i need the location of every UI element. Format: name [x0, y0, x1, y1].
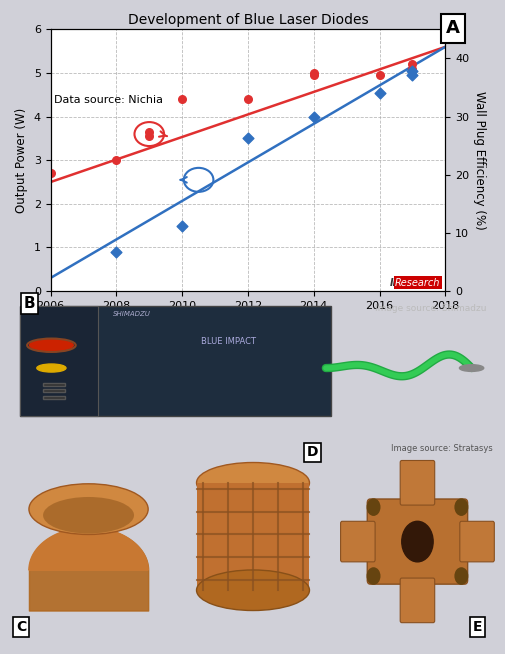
Circle shape	[454, 499, 467, 515]
Text: D: D	[306, 445, 318, 459]
Circle shape	[37, 364, 66, 372]
FancyBboxPatch shape	[20, 306, 97, 417]
Point	[178, 94, 186, 105]
Point	[243, 133, 251, 144]
Point	[145, 131, 153, 141]
Text: IDTechEx: IDTechEx	[388, 278, 438, 288]
Point	[112, 155, 120, 165]
Circle shape	[29, 339, 73, 351]
FancyBboxPatch shape	[367, 499, 467, 584]
Ellipse shape	[196, 462, 309, 503]
FancyBboxPatch shape	[196, 483, 309, 590]
Text: SHIMADZU: SHIMADZU	[113, 311, 150, 317]
Text: BLUE IMPACT: BLUE IMPACT	[201, 337, 256, 346]
Point	[408, 63, 416, 74]
Text: Image source: Shimadzu: Image source: Shimadzu	[374, 303, 485, 313]
Y-axis label: Output Power (W): Output Power (W)	[15, 108, 28, 213]
FancyBboxPatch shape	[399, 578, 434, 623]
Point	[408, 65, 416, 76]
Title: Development of Blue Laser Diodes: Development of Blue Laser Diodes	[127, 13, 368, 27]
FancyBboxPatch shape	[399, 460, 434, 505]
Text: C: C	[16, 620, 26, 634]
Ellipse shape	[29, 484, 148, 534]
FancyBboxPatch shape	[43, 389, 65, 392]
Point	[178, 220, 186, 231]
Text: Image source: Stratasys: Image source: Stratasys	[390, 444, 492, 453]
Point	[112, 247, 120, 257]
Y-axis label: Wall Plug Efficiency (%): Wall Plug Efficiency (%)	[472, 91, 485, 230]
Circle shape	[401, 521, 432, 562]
FancyBboxPatch shape	[459, 521, 493, 562]
Point	[375, 88, 383, 98]
Point	[243, 94, 251, 105]
Point	[408, 70, 416, 80]
FancyBboxPatch shape	[43, 396, 65, 399]
Text: A: A	[445, 19, 459, 37]
Circle shape	[367, 568, 379, 584]
FancyBboxPatch shape	[20, 306, 330, 417]
FancyBboxPatch shape	[340, 521, 374, 562]
Text: B: B	[24, 296, 35, 311]
Circle shape	[459, 365, 483, 371]
Ellipse shape	[43, 497, 134, 534]
Circle shape	[454, 568, 467, 584]
Text: Data source: Nichia: Data source: Nichia	[54, 95, 163, 105]
Point	[145, 127, 153, 137]
Point	[309, 70, 317, 80]
FancyBboxPatch shape	[43, 383, 65, 386]
Point	[309, 111, 317, 122]
Circle shape	[367, 499, 379, 515]
Text: Research: Research	[394, 278, 439, 288]
Text: E: E	[471, 620, 481, 634]
Point	[46, 168, 55, 179]
Ellipse shape	[196, 570, 309, 611]
Point	[309, 68, 317, 78]
Polygon shape	[29, 527, 148, 570]
Point	[408, 59, 416, 69]
Point	[375, 70, 383, 80]
X-axis label: Year: Year	[234, 317, 261, 330]
